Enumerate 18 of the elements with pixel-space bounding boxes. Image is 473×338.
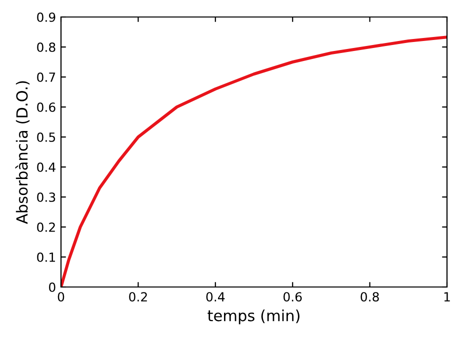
- x-tick-label: 0.2: [129, 292, 147, 302]
- y-tick-label: 0.2: [37, 222, 55, 232]
- y-tick-label: 0.7: [37, 72, 56, 82]
- x-tick-label: 0.6: [283, 292, 302, 302]
- y-tick-label: 0.8: [37, 42, 56, 52]
- x-tick-label: 1: [444, 292, 450, 302]
- x-tick-label: 0.8: [360, 292, 379, 302]
- y-axis-title: Absorbància (D.O.): [15, 81, 30, 224]
- y-tick-label: 0: [49, 282, 56, 292]
- y-tick-label: 0.5: [37, 132, 56, 142]
- x-axis-title: temps (min): [208, 310, 300, 324]
- x-tick-label: 0: [58, 292, 64, 302]
- y-tick-label: 0.6: [37, 102, 56, 112]
- x-tick-label: 0.4: [206, 292, 225, 302]
- y-tick-label: 0.3: [37, 192, 56, 202]
- y-tick-label: 0.4: [37, 162, 56, 172]
- y-tick-label: 0.9: [37, 12, 56, 22]
- y-tick-label: 0.1: [37, 252, 55, 262]
